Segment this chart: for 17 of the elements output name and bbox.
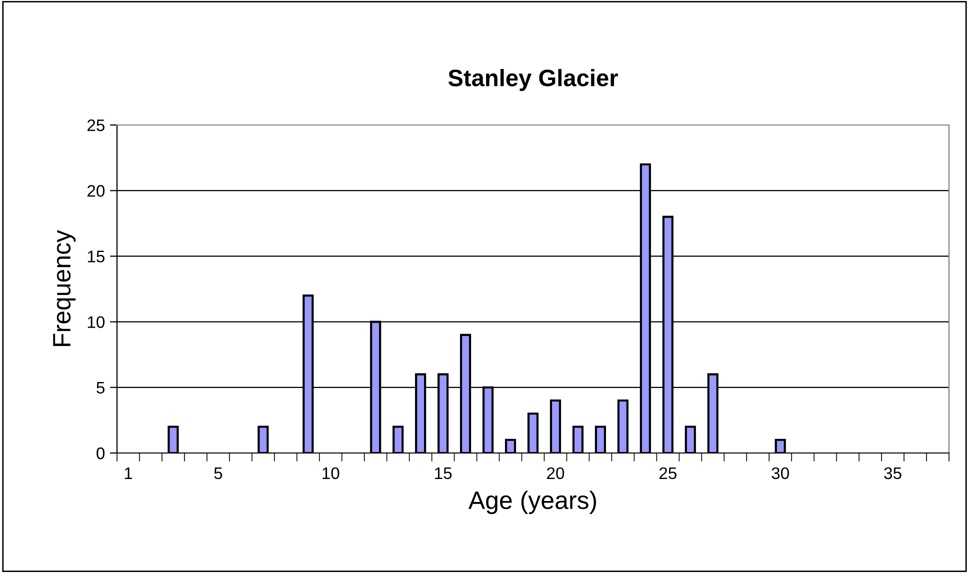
x-tick-label: 10 [322, 467, 340, 480]
chart-title: Stanley Glacier [448, 69, 618, 92]
y-axis-title: Frequency [53, 230, 76, 346]
x-tick-label: 30 [772, 467, 789, 480]
x-tick-label: 20 [547, 467, 564, 480]
x-tick-label: 25 [659, 467, 676, 480]
y-tick-label: 15 [88, 250, 104, 262]
x-axis-title: Age (years) [468, 490, 596, 514]
x-tick-label: 15 [435, 468, 452, 480]
y-tick-label: 10 [88, 316, 105, 328]
x-tick-label: 35 [884, 467, 902, 480]
y-tick-label: 25 [87, 119, 104, 132]
y-tick-label: 20 [87, 185, 105, 197]
x-tick-label: 1 [124, 468, 132, 479]
y-tick-label: 0 [96, 447, 105, 460]
y-tick-label: 5 [96, 382, 104, 394]
x-tick-label: 5 [214, 468, 222, 480]
